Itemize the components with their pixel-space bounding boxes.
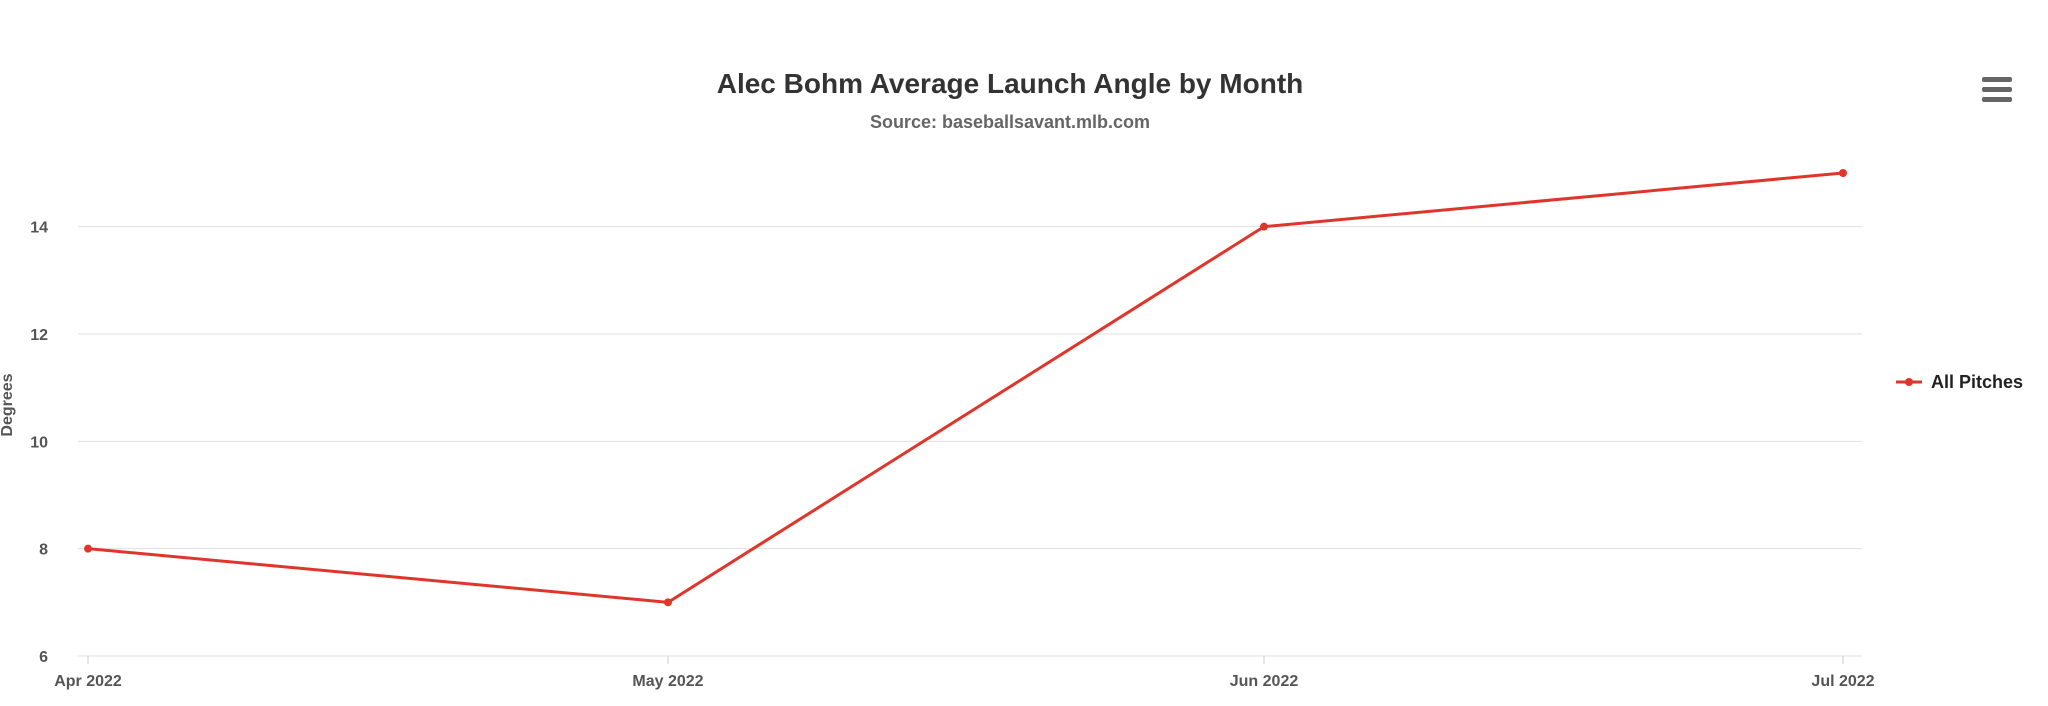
hamburger-menu-icon[interactable] [1982,77,2012,102]
chart-title: Alec Bohm Average Launch Angle by Month [717,68,1304,99]
series-line-all-pitches [87,171,1844,604]
y-tick-label: 8 [39,542,48,559]
x-tick-label: Jun 2022 [1230,673,1299,690]
data-point[interactable] [664,598,672,607]
y-tick-label: 12 [30,327,48,344]
x-axis-ticks: Apr 2022 May 2022 Jun 2022 Jul 2022 [54,656,1875,690]
data-point[interactable] [1260,222,1268,231]
legend[interactable]: All Pitches [1896,372,2023,392]
y-axis-ticks: 6 8 10 12 14 [30,220,48,666]
series-layer [84,169,1847,607]
data-point[interactable] [84,544,92,553]
x-tick-label: Jul 2022 [1811,673,1874,690]
y-tick-label: 6 [39,649,48,666]
x-tick-label: Apr 2022 [54,673,122,690]
chart-subtitle: Source: baseballsavant.mlb.com [870,112,1150,132]
legend-marker-all-pitches [1905,378,1913,386]
grid-lines [78,226,1862,657]
x-tick-label: May 2022 [632,673,703,690]
y-tick-label: 10 [30,434,48,451]
y-tick-label: 14 [30,220,48,237]
legend-label-all-pitches: All Pitches [1931,372,2023,392]
y-axis-title: Degrees [0,373,16,436]
data-point[interactable] [1839,169,1847,177]
